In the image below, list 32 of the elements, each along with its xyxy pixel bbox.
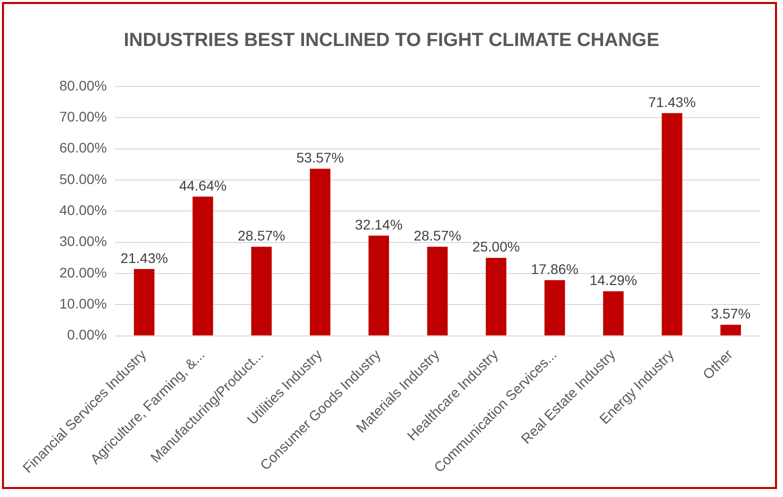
bar xyxy=(720,324,741,336)
data-label: 44.64% xyxy=(179,178,227,194)
bar xyxy=(251,246,272,336)
y-tick-label: 60.00% xyxy=(59,140,107,156)
data-label: 17.86% xyxy=(530,261,578,278)
bar xyxy=(486,258,506,336)
y-tick-label: 10.00% xyxy=(59,296,107,312)
bar xyxy=(192,196,214,336)
y-tick-label: 40.00% xyxy=(59,202,107,218)
data-label: 25.00% xyxy=(472,238,520,255)
bar xyxy=(662,113,682,336)
y-tick-label: 30.00% xyxy=(59,233,107,250)
bar xyxy=(310,168,330,336)
data-label: 71.43% xyxy=(648,94,696,110)
bar xyxy=(368,236,390,336)
chart-title: INDUSTRIES BEST INCLINED TO FIGHT CLIMATE CHANGE xyxy=(122,30,660,52)
bar xyxy=(427,246,448,336)
data-label: 53.57% xyxy=(296,150,344,166)
y-tick-label: 70.00% xyxy=(59,108,107,124)
data-label: 28.57% xyxy=(238,228,286,244)
y-tick-label: 20.00% xyxy=(59,264,107,280)
data-label: 14.29% xyxy=(590,272,638,288)
bar xyxy=(134,269,154,336)
data-label: 28.57% xyxy=(414,228,462,244)
bar xyxy=(544,280,565,336)
y-tick-label: 50.00% xyxy=(59,170,107,187)
data-label: 32.14% xyxy=(355,216,403,232)
y-tick-label: 80.00% xyxy=(59,77,107,94)
data-label: 21.43% xyxy=(120,250,168,266)
y-tick-label: 0.00% xyxy=(67,326,107,343)
bar xyxy=(603,291,624,336)
data-label: 3.57% xyxy=(710,306,751,322)
